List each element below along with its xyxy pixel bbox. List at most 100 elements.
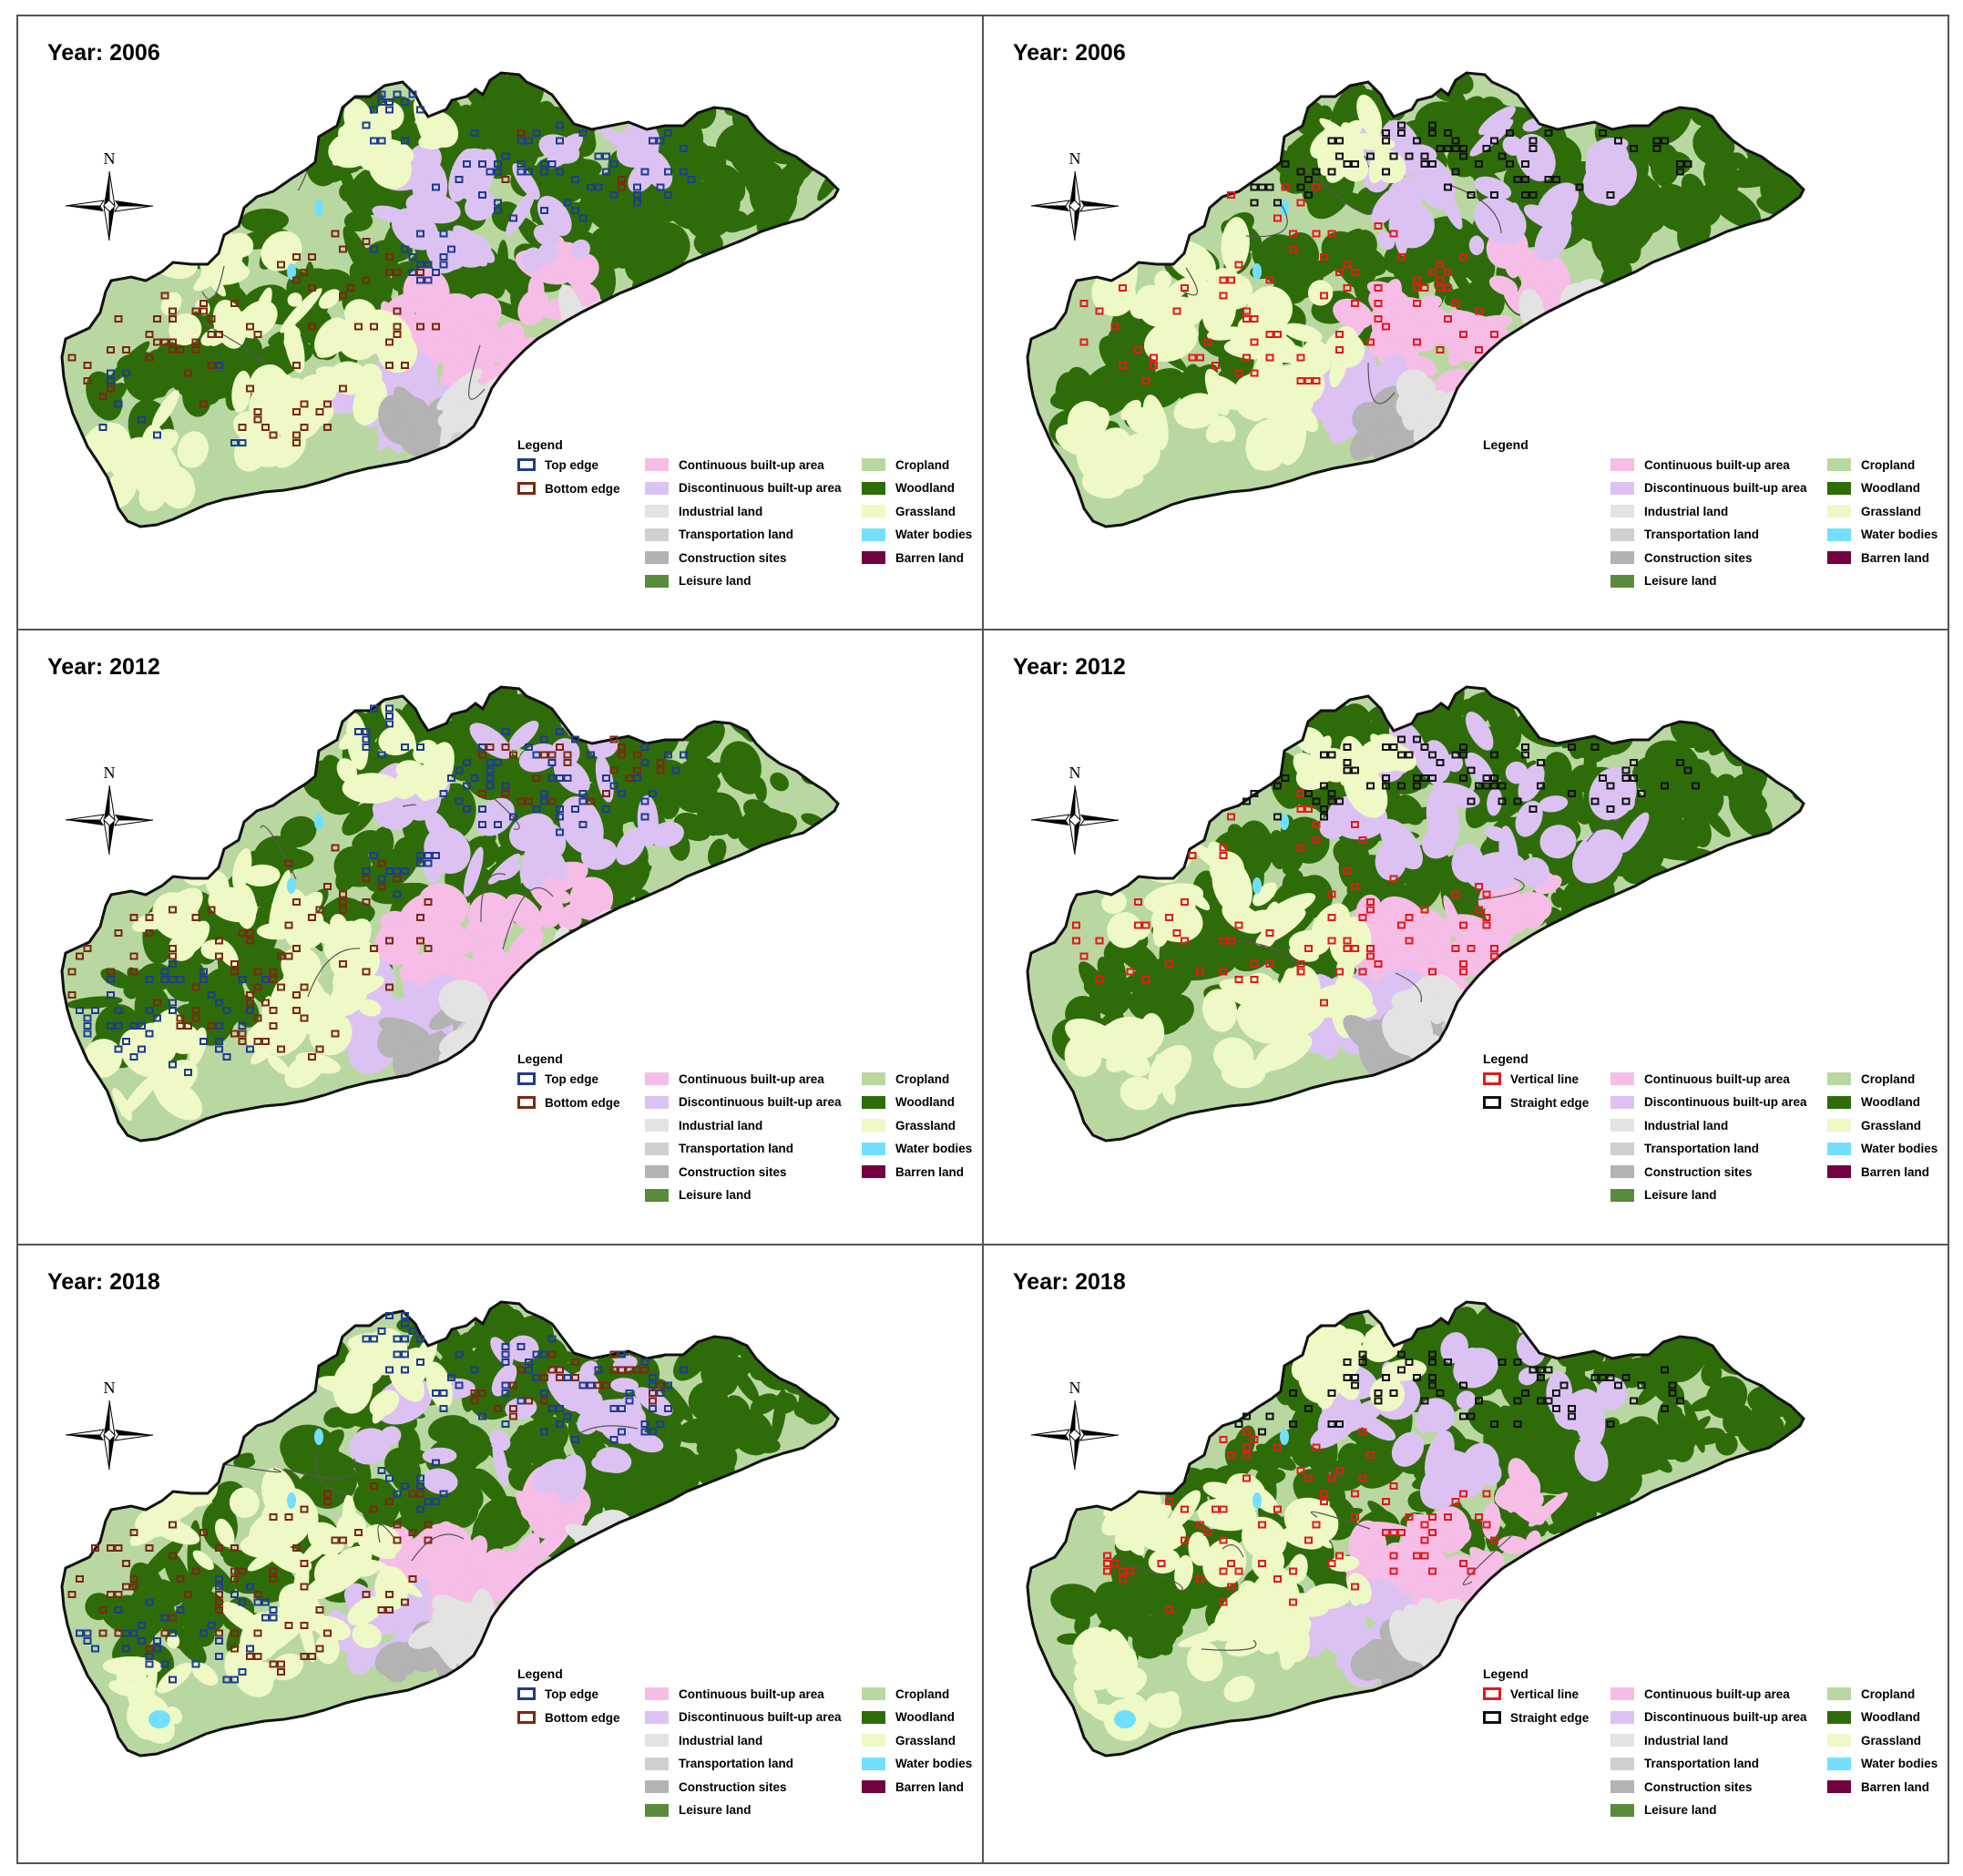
road-line — [377, 1523, 394, 1543]
legend-swatch — [1827, 1142, 1851, 1155]
legend-item-landuse: Barren land — [1827, 548, 1929, 567]
straight-edge-cell — [1420, 152, 1429, 160]
bottom-edge-cell — [261, 999, 270, 1007]
vertical-line-cell — [1265, 354, 1274, 362]
legend-swatch — [645, 1757, 669, 1770]
legend-item-landuse: Barren land — [862, 548, 964, 567]
top-edge-cell — [222, 1053, 231, 1061]
straight-edge-cell — [1258, 183, 1266, 191]
top-edge-cell — [455, 1381, 464, 1389]
legend-label: Grassland — [895, 1118, 956, 1133]
bottom-edge-cell — [618, 751, 626, 759]
landuse-patch-grassland — [108, 1679, 144, 1697]
straight-edge-cell — [1444, 183, 1452, 191]
landuse-patch-woodland — [117, 354, 136, 370]
landuse-patch-discontinuous — [559, 796, 604, 855]
top-edge-cell — [238, 1022, 247, 1030]
straight-edge-cell — [1668, 1389, 1677, 1397]
top-edge-cell — [408, 269, 417, 276]
landuse-patch-grassland — [1202, 1538, 1247, 1588]
bottom-edge-cell — [370, 1505, 378, 1513]
straight-edge-cell — [1397, 121, 1406, 129]
bottom-edge-cell — [609, 1366, 619, 1374]
bottom-edge-cell — [393, 1536, 402, 1544]
bottom-edge-cell — [501, 743, 510, 751]
bottom-edge-cell — [253, 1629, 262, 1637]
top-edge-cell — [633, 199, 641, 207]
bottom-edge-cell — [556, 743, 564, 751]
bottom-edge-cell — [292, 408, 301, 415]
landuse-patch-discontinuous — [1620, 812, 1650, 853]
landuse-patch-grassland — [1202, 1481, 1240, 1501]
bottom-edge-cell — [129, 1575, 138, 1583]
top-edge-cell — [656, 1420, 665, 1428]
straight-edge-cell — [1630, 759, 1638, 766]
landuse-patch-industrial — [1593, 1545, 1631, 1576]
vertical-line-cell — [1265, 276, 1274, 284]
vertical-line-cell — [1451, 890, 1460, 898]
vertical-line-cell — [1490, 1536, 1498, 1544]
top-edge-cell — [594, 183, 603, 191]
bottom-edge-cell — [478, 1389, 486, 1397]
vertical-line-cell — [1358, 968, 1367, 976]
top-edge-cell — [664, 168, 672, 176]
straight-edge-cell — [1506, 160, 1514, 168]
top-edge-cell — [470, 129, 479, 137]
straight-edge-cell — [1528, 145, 1538, 152]
landuse-patch-woodland — [1671, 1416, 1711, 1454]
legend-item-landuse: Leisure land — [645, 572, 751, 590]
vertical-line-cell — [1079, 952, 1089, 960]
legend: Legend Vertical line Straight edge Continuo… — [1483, 1666, 1948, 1840]
landuse-patch-woodland — [1770, 124, 1804, 145]
top-edge-cell — [377, 90, 386, 98]
landuse-patch-woodland — [1652, 821, 1688, 859]
vertical-line-cell — [1119, 1575, 1127, 1583]
landuse-patch-industrial — [1403, 1604, 1436, 1645]
straight-edge-cell — [1358, 1350, 1367, 1358]
straight-edge-cell — [1459, 751, 1467, 759]
straight-edge-cell — [1475, 160, 1483, 168]
straight-edge-cell — [1614, 1381, 1622, 1389]
bottom-edge-cell — [292, 945, 301, 952]
vertical-line-cell — [1126, 1567, 1135, 1575]
road-line — [1311, 1511, 1371, 1530]
legend-label: Discontinuous built-up area — [1644, 1710, 1807, 1724]
legend-swatch — [862, 481, 885, 495]
bottom-edge-cell — [277, 1660, 285, 1668]
legend-label: Industrial land — [1644, 1118, 1729, 1133]
top-edge-cell — [609, 782, 619, 790]
vertical-line-cell — [1265, 960, 1274, 968]
legend-item-landuse: Water bodies — [862, 1755, 972, 1773]
vertical-line-cell — [1304, 1474, 1313, 1482]
landuse-patch-transport — [492, 1038, 511, 1053]
straight-edge-cell — [1258, 1428, 1266, 1436]
vertical-line-cell — [1181, 1536, 1189, 1544]
top-edge-cell — [532, 129, 541, 137]
vertical-line-cell — [1420, 1536, 1429, 1544]
legend-swatch — [862, 1780, 885, 1793]
top-edge-cell — [571, 176, 579, 183]
landuse-patch-discontinuous — [649, 821, 684, 848]
bottom-edge-cell — [215, 1598, 223, 1606]
vertical-line-cell — [1490, 945, 1498, 952]
bottom-edge-cell — [494, 1405, 502, 1412]
top-edge-cell — [122, 1629, 130, 1637]
bottom-edge-cell — [516, 129, 526, 137]
legend-label: Cropland — [1861, 1071, 1916, 1086]
vertical-line-cell — [1289, 1567, 1297, 1575]
bottom-edge-cell — [76, 1575, 84, 1583]
map-panel-5: Year: 2018 N Legend Top edge Bottom edge Cont… — [18, 1246, 982, 1858]
bottom-edge-cell — [246, 999, 254, 1007]
landuse-patch-woodland — [820, 1341, 838, 1388]
legend-swatch — [645, 458, 669, 471]
landuse-patch-woodland — [1099, 382, 1116, 398]
top-edge-cell — [416, 1474, 424, 1482]
legend-label: Water bodies — [1861, 1757, 1938, 1770]
bottom-edge-cell — [207, 1022, 216, 1030]
top-edge-cell — [230, 1676, 239, 1684]
top-edge-cell — [377, 1467, 386, 1474]
top-edge-cell — [153, 431, 161, 439]
legend-label: Barren land — [895, 1779, 965, 1794]
vertical-line-cell — [1103, 1560, 1111, 1567]
bottom-edge-cell — [269, 1660, 278, 1668]
